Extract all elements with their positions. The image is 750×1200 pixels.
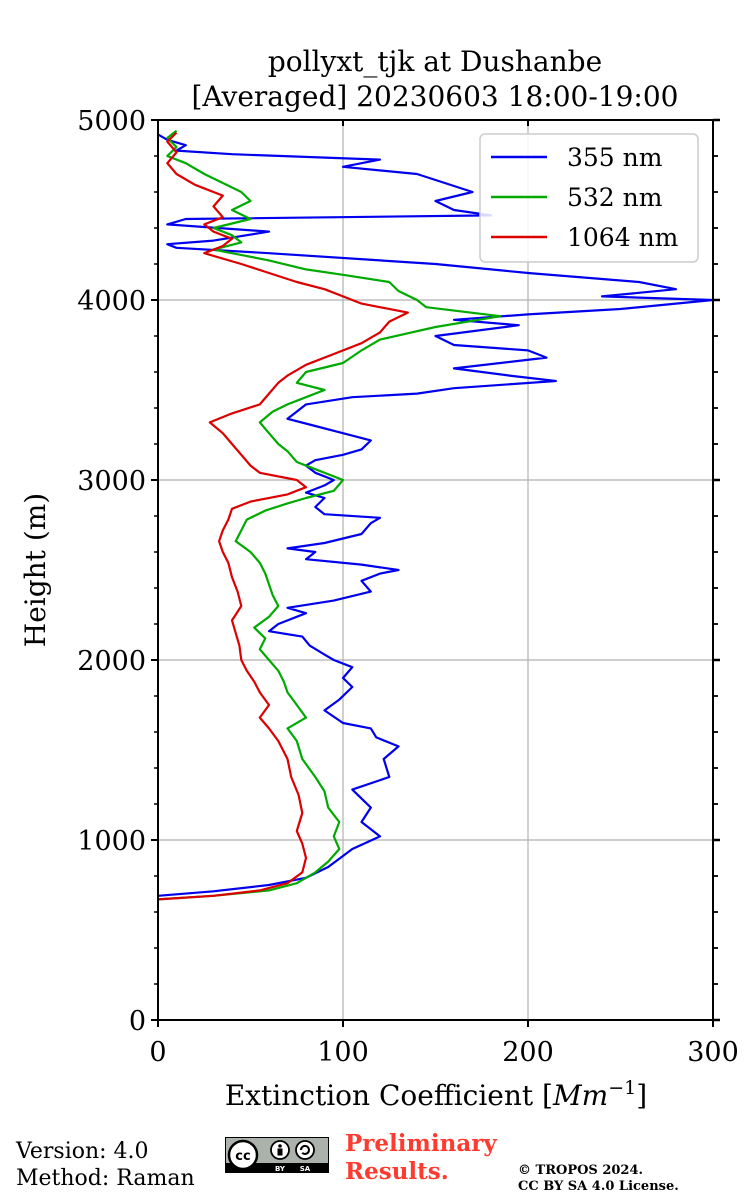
- copyright-notice: © TROPOS 2024. CC BY SA 4.0 License.: [518, 1163, 679, 1195]
- x-tick-label: 200: [502, 1037, 554, 1068]
- preliminary-line1: Preliminary: [345, 1130, 497, 1157]
- x-tick-label: 0: [149, 1037, 166, 1068]
- legend-entry-label: 355 nm: [567, 143, 663, 172]
- preliminary-notice: Preliminary Results.: [345, 1130, 497, 1186]
- y-tick-label: 5000: [77, 106, 146, 137]
- y-tick-label: 3000: [77, 466, 146, 497]
- x-tick-label: 300: [687, 1037, 739, 1068]
- method-text: Method: Raman: [16, 1166, 195, 1191]
- plot-frame: [157, 119, 714, 1021]
- series-line-1064-nm: [157, 131, 409, 901]
- cc-icon-text: cc: [235, 1149, 250, 1164]
- sa-label: SA: [300, 1165, 311, 1173]
- x-axis-label: Extinction Coefficient [Mm−1]: [225, 1077, 647, 1112]
- y-tick-label: 1000: [77, 826, 146, 857]
- x-tick-label: 100: [317, 1037, 369, 1068]
- series-lines: [157, 129, 715, 901]
- series-line-532-nm: [157, 129, 502, 901]
- preliminary-line2: Results.: [345, 1158, 449, 1185]
- legend-entry-label: 1064 nm: [567, 223, 679, 252]
- copyright-line1: © TROPOS 2024.: [518, 1163, 644, 1178]
- cc-license-badge: cc BY SA: [225, 1137, 329, 1173]
- by-label: BY: [275, 1165, 286, 1173]
- y-tick-label: 0: [129, 1006, 146, 1037]
- y-axis-label: Height (m): [19, 493, 52, 647]
- sa-icon: [295, 1140, 315, 1160]
- y-tick-label: 4000: [77, 286, 146, 317]
- axis-ticks: [151, 118, 720, 1027]
- legend: 355 nm 532 nm 1064 nm: [479, 133, 699, 263]
- version-text: Version: 4.0: [16, 1139, 149, 1164]
- version-info: Version: 4.0 Method: Raman: [16, 1138, 195, 1192]
- legend-entry-label: 532 nm: [567, 183, 663, 212]
- chart-title-line2: [Averaged] 20230603 18:00-19:00: [192, 80, 679, 113]
- legend-box: [479, 133, 699, 263]
- y-tick-label: 2000: [77, 646, 146, 677]
- copyright-line2: CC BY SA 4.0 License.: [518, 1179, 679, 1194]
- cc-icon: [227, 1139, 259, 1171]
- chart-title-line1: pollyxt_tjk at Dushanbe: [268, 45, 602, 78]
